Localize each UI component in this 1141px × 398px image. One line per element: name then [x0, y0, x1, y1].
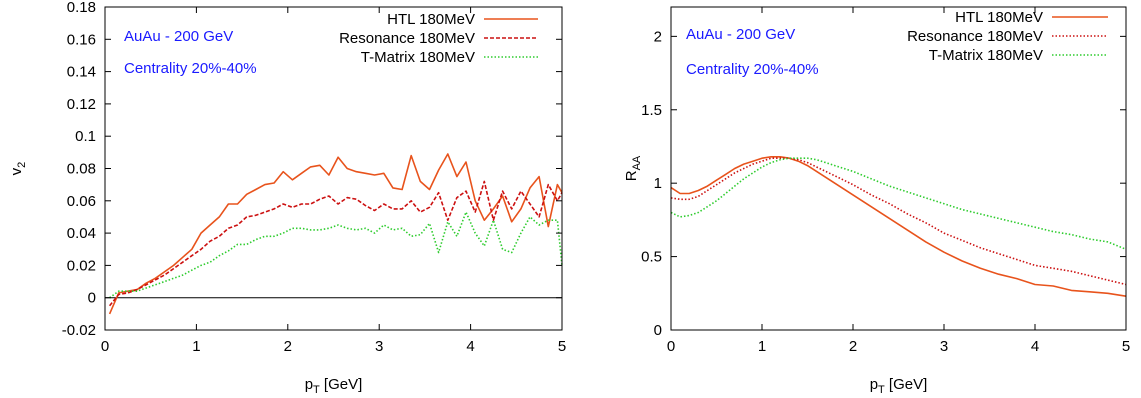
legend-label: Resonance 180MeV: [907, 28, 1043, 45]
y-tick-label: 0.04: [67, 225, 96, 242]
annotation-text: AuAu - 200 GeV: [124, 28, 233, 45]
series-line-1: [108, 153, 563, 315]
series-line-2: [670, 157, 1127, 286]
y-axis-label-sub: 2: [16, 162, 28, 168]
series-line-3: [670, 157, 1127, 251]
annotation-text: Centrality 20%-40%: [124, 60, 257, 77]
legend-label: T-Matrix 180MeV: [929, 47, 1043, 64]
legend-label: T-Matrix 180MeV: [361, 49, 475, 66]
y-tick-label: 0.12: [67, 96, 96, 113]
y-axis-label-sub: AA: [631, 155, 643, 170]
x-axis-label-sub: T: [878, 384, 885, 396]
y-axis-label-main: v: [8, 167, 25, 175]
y-tick-label: 0.1: [75, 128, 96, 145]
y-axis-label: v2: [8, 162, 28, 176]
legend-label: HTL 180MeV: [387, 11, 475, 28]
y-tick-label: -0.02: [62, 322, 96, 339]
x-tick-label: 2: [284, 338, 292, 355]
y-axis-label-main: R: [623, 170, 640, 181]
plot-frame: [670, 6, 1127, 331]
y-tick-label: 0.02: [67, 257, 96, 274]
x-tick-label: 4: [1031, 338, 1039, 355]
x-tick-label: 0: [667, 338, 675, 355]
y-tick-label: 0.06: [67, 193, 96, 210]
x-tick-label: 1: [192, 338, 200, 355]
y-tick-label: 1.5: [641, 102, 662, 119]
y-axis-label: RAA: [623, 155, 643, 181]
y-tick-label: 0.18: [67, 0, 96, 16]
y-tick-label: 0: [654, 322, 662, 339]
x-tick-label: 0: [101, 338, 109, 355]
x-axis-label-unit: [GeV]: [885, 376, 928, 393]
legend-label: Resonance 180MeV: [339, 30, 475, 47]
y-tick-label: 0.16: [67, 31, 96, 48]
series-line-1: [670, 156, 1127, 297]
series-line-3: [109, 211, 563, 299]
plot-frame: [104, 6, 563, 331]
x-tick-label: 5: [558, 338, 566, 355]
x-tick-label: 3: [375, 338, 383, 355]
y-tick-label: 0.14: [67, 64, 96, 81]
legend-label: HTL 180MeV: [955, 9, 1043, 26]
x-axis-label-unit: [GeV]: [320, 376, 363, 393]
x-tick-label: 3: [940, 338, 948, 355]
x-tick-label: 4: [466, 338, 474, 355]
y-tick-label: 0.08: [67, 161, 96, 178]
x-axis-label: pT [GeV]: [305, 376, 363, 396]
y-tick-label: 1: [654, 175, 662, 192]
x-axis-label-main: p: [305, 376, 313, 393]
y-tick-label: 2: [654, 28, 662, 45]
x-axis-label: pT [GeV]: [870, 376, 928, 396]
chart-panel-2: 0 1 2 3 4 5 0 0.5 1 1.5 2 pT [GeV] RAA AuAu - 200 GeV…: [623, 6, 1130, 396]
x-axis-label-main: p: [870, 376, 878, 393]
x-tick-label: 2: [849, 338, 857, 355]
x-axis-label-sub: T: [313, 384, 320, 396]
annotation-text: AuAu - 200 GeV: [686, 26, 795, 43]
series-line-2: [108, 180, 563, 307]
chart-panel-1: 0 1 2 3 4 5 -0.02 0 0.02 0.04 0.06 0.08 0.1 0.12 0.14 0…: [8, 0, 566, 396]
x-tick-label: 1: [758, 338, 766, 355]
y-tick-label: 0: [88, 290, 96, 307]
x-tick-label: 5: [1122, 338, 1130, 355]
y-tick-label: 0.5: [641, 249, 662, 266]
annotation-text: Centrality 20%-40%: [686, 61, 819, 78]
